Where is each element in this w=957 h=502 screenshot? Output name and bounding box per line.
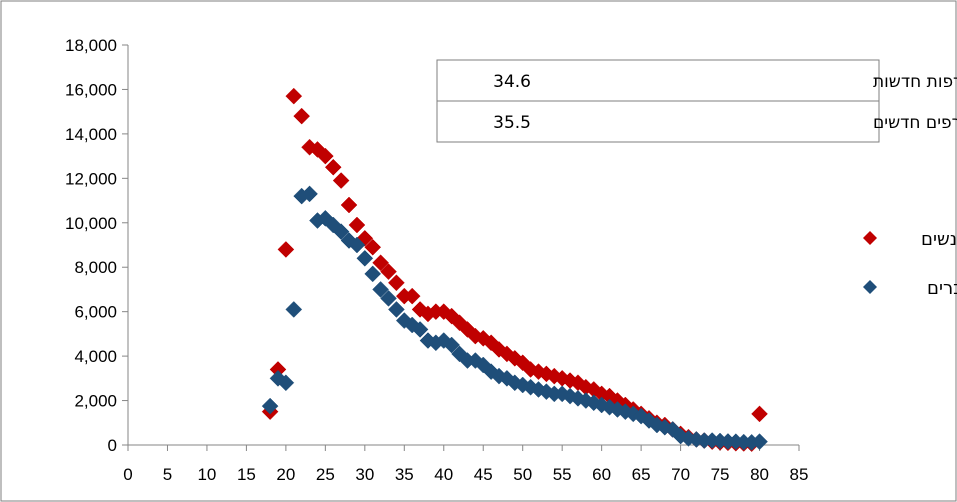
- legend-item-men: גברים: [863, 278, 957, 299]
- x-tick-label: 20: [276, 465, 295, 484]
- x-tick-label: 15: [237, 465, 256, 484]
- data-point: [498, 369, 516, 387]
- data-point: [332, 223, 350, 241]
- data-point: [388, 301, 405, 318]
- data-point: [751, 433, 768, 451]
- x-tick-label: 75: [711, 465, 730, 484]
- legend-label-men: גברים: [927, 278, 957, 299]
- data-point: [340, 196, 358, 214]
- x-tick-label: 40: [434, 465, 453, 484]
- data-point: [277, 241, 295, 258]
- data-point: [403, 287, 421, 305]
- series-men: [261, 185, 768, 451]
- legend-marker-women: [863, 231, 877, 245]
- data-point: [356, 249, 374, 267]
- y-tick-label: 16,000: [65, 80, 117, 99]
- x-tick-label: 35: [395, 465, 414, 484]
- stats-box: גיל ממוצע של מצטרפות חדשות 34.6 גיל ממוצ…: [436, 59, 957, 143]
- data-point: [261, 397, 279, 415]
- y-tick-label: 6,000: [74, 303, 117, 322]
- data-point: [301, 185, 318, 203]
- y-tick-label: 12,000: [65, 169, 117, 188]
- axes: 0 2,000 4,000 6,000 8,000 10,000 12,000 14,000 1…: [65, 36, 808, 484]
- y-tick-label: 14,000: [65, 125, 117, 144]
- x-tick-label: 10: [197, 465, 216, 484]
- x-tick-label: 80: [750, 465, 769, 484]
- y-tick-label: 2,000: [74, 392, 117, 411]
- x-tick-label: 65: [632, 465, 651, 484]
- y-tick-label: 0: [108, 436, 117, 455]
- data-point: [411, 321, 429, 338]
- stats-value-women: 34.6: [493, 72, 531, 92]
- stats-value-men: 35.5: [493, 113, 531, 133]
- x-tick-label: 50: [513, 465, 532, 484]
- data-point: [364, 238, 382, 256]
- y-tick-label: 18,000: [65, 36, 117, 55]
- data-point: [751, 405, 768, 423]
- data-point: [285, 87, 303, 105]
- data-point: [380, 263, 397, 281]
- data-point: [277, 374, 295, 392]
- data-point: [388, 274, 405, 292]
- legend-item-women: נשים: [863, 229, 957, 250]
- legend-marker-men: [863, 280, 877, 294]
- y-tick-label: 4,000: [74, 347, 117, 366]
- data-point: [293, 107, 311, 125]
- data-point: [316, 147, 334, 165]
- x-tick-label: 5: [163, 465, 172, 484]
- data-point: [348, 236, 366, 254]
- data-point: [372, 254, 389, 272]
- data-point: [364, 265, 382, 283]
- x-tick-label: 55: [553, 465, 572, 484]
- data-point: [285, 301, 303, 318]
- y-tick-label: 10,000: [65, 214, 117, 233]
- data-points: [261, 87, 768, 453]
- x-tick-label: 0: [123, 465, 132, 484]
- x-tick-label: 45: [474, 465, 493, 484]
- data-point: [380, 289, 397, 307]
- legend-label-women: נשים: [921, 229, 957, 250]
- x-tick-label: 70: [671, 465, 690, 484]
- x-tick-label: 85: [790, 465, 809, 484]
- data-point: [348, 216, 366, 234]
- data-point: [324, 158, 342, 176]
- x-tick-label: 25: [316, 465, 335, 484]
- x-tick-label: 30: [355, 465, 374, 484]
- x-tick-label: 60: [592, 465, 611, 484]
- stats-label-women: גיל ממוצע של מצטרפות חדשות: [873, 72, 957, 92]
- data-point: [332, 172, 350, 189]
- y-tick-label: 8,000: [74, 258, 117, 277]
- stats-label-men: גיל ממוצע של מצטרפים חדשים: [873, 113, 957, 133]
- data-point: [443, 336, 461, 354]
- legend: נשים גברים: [863, 229, 957, 299]
- data-point: [498, 345, 516, 363]
- data-point: [372, 281, 389, 298]
